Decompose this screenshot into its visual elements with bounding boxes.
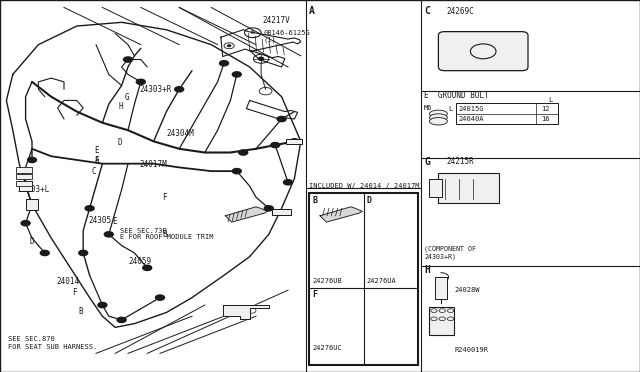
Circle shape bbox=[156, 295, 164, 300]
Text: E: E bbox=[95, 156, 99, 165]
Ellipse shape bbox=[429, 114, 447, 121]
Text: 24269C: 24269C bbox=[447, 7, 474, 16]
Circle shape bbox=[239, 150, 248, 155]
Ellipse shape bbox=[429, 118, 447, 125]
Text: H: H bbox=[424, 266, 430, 275]
Text: E: E bbox=[95, 146, 99, 155]
Text: 24276UB: 24276UB bbox=[312, 278, 342, 284]
Circle shape bbox=[277, 116, 286, 122]
Text: B: B bbox=[251, 30, 255, 35]
Bar bbox=[456, 103, 558, 124]
Polygon shape bbox=[223, 305, 269, 319]
Circle shape bbox=[284, 180, 292, 185]
Text: (COMPONENT OF: (COMPONENT OF bbox=[424, 246, 476, 253]
Text: B: B bbox=[312, 196, 317, 205]
Text: F: F bbox=[163, 193, 167, 202]
Text: 24040A: 24040A bbox=[458, 116, 484, 122]
Circle shape bbox=[232, 169, 241, 174]
Circle shape bbox=[79, 250, 88, 256]
Text: E FOR ROOF MODULE TRIM: E FOR ROOF MODULE TRIM bbox=[120, 234, 213, 240]
Circle shape bbox=[21, 183, 30, 189]
Text: 24017M: 24017M bbox=[140, 160, 167, 169]
Circle shape bbox=[259, 57, 264, 60]
Bar bbox=[429, 179, 442, 197]
Text: G: G bbox=[125, 93, 129, 102]
Circle shape bbox=[40, 250, 49, 256]
Text: 0B146-6125G: 0B146-6125G bbox=[264, 30, 310, 36]
Text: D: D bbox=[117, 138, 122, 147]
Text: 24276UC: 24276UC bbox=[312, 345, 342, 351]
Bar bbox=[19, 182, 32, 191]
Text: 24059: 24059 bbox=[128, 257, 151, 266]
Circle shape bbox=[104, 232, 113, 237]
Bar bbox=[16, 181, 32, 186]
Bar bbox=[435, 277, 447, 299]
Text: 24015G: 24015G bbox=[458, 106, 484, 112]
Text: 24215R: 24215R bbox=[447, 157, 474, 166]
Text: G: G bbox=[424, 157, 430, 167]
Circle shape bbox=[98, 302, 107, 308]
Circle shape bbox=[28, 157, 36, 163]
Circle shape bbox=[117, 317, 126, 323]
Circle shape bbox=[136, 79, 145, 84]
Text: F: F bbox=[312, 291, 317, 299]
Text: D: D bbox=[367, 196, 372, 205]
Text: 16: 16 bbox=[541, 116, 550, 122]
Text: C: C bbox=[92, 167, 96, 176]
Bar bbox=[16, 167, 32, 173]
Text: M6: M6 bbox=[424, 105, 432, 111]
Bar bbox=[26, 199, 38, 210]
Text: FOR SEAT SUB HARNESS.: FOR SEAT SUB HARNESS. bbox=[8, 344, 97, 350]
Circle shape bbox=[271, 142, 280, 148]
Bar bbox=[287, 138, 302, 144]
Circle shape bbox=[290, 139, 299, 144]
Circle shape bbox=[175, 87, 184, 92]
Circle shape bbox=[220, 61, 228, 66]
Circle shape bbox=[124, 57, 132, 62]
Text: A: A bbox=[309, 6, 315, 16]
Text: L: L bbox=[548, 97, 552, 103]
Bar bbox=[272, 209, 291, 215]
Bar bbox=[16, 174, 32, 179]
Text: 24014: 24014 bbox=[56, 277, 79, 286]
Circle shape bbox=[227, 45, 231, 47]
Text: 24303+R: 24303+R bbox=[140, 85, 172, 94]
Circle shape bbox=[21, 221, 30, 226]
Polygon shape bbox=[225, 207, 268, 222]
Text: 24303+R): 24303+R) bbox=[424, 253, 456, 260]
Circle shape bbox=[264, 206, 273, 211]
FancyBboxPatch shape bbox=[438, 32, 528, 71]
Text: A: A bbox=[95, 156, 99, 165]
Text: E  GROUND BOLT: E GROUND BOLT bbox=[424, 91, 489, 100]
Text: B: B bbox=[162, 230, 166, 239]
Ellipse shape bbox=[429, 110, 447, 118]
Text: 24303+L: 24303+L bbox=[17, 185, 50, 194]
Polygon shape bbox=[320, 207, 362, 222]
Circle shape bbox=[28, 202, 36, 207]
Text: D: D bbox=[29, 237, 34, 246]
Text: 12: 12 bbox=[541, 106, 550, 112]
Text: R240019R: R240019R bbox=[454, 347, 488, 353]
Circle shape bbox=[143, 265, 152, 270]
Text: (1): (1) bbox=[264, 37, 276, 44]
Text: SEE SEC.870: SEE SEC.870 bbox=[8, 336, 54, 342]
Text: 24304M: 24304M bbox=[166, 129, 194, 138]
Text: 24028W: 24028W bbox=[454, 287, 480, 293]
Text: 24217V: 24217V bbox=[262, 16, 290, 25]
Text: 24305: 24305 bbox=[88, 216, 111, 225]
Text: 24276UA: 24276UA bbox=[367, 278, 396, 284]
Text: H: H bbox=[118, 102, 123, 110]
Circle shape bbox=[85, 206, 94, 211]
Bar bbox=[309, 193, 418, 365]
Bar bbox=[438, 173, 499, 203]
Circle shape bbox=[232, 72, 241, 77]
Text: E: E bbox=[112, 217, 116, 226]
Text: INCLUDED W/ 24014 / 24017M: INCLUDED W/ 24014 / 24017M bbox=[309, 183, 420, 189]
Bar bbox=[429, 307, 454, 335]
Text: F: F bbox=[72, 288, 76, 296]
Text: SEE SEC.73B: SEE SEC.73B bbox=[120, 228, 166, 234]
Text: C: C bbox=[424, 6, 430, 16]
Text: L: L bbox=[449, 106, 452, 112]
Text: B: B bbox=[78, 307, 83, 316]
